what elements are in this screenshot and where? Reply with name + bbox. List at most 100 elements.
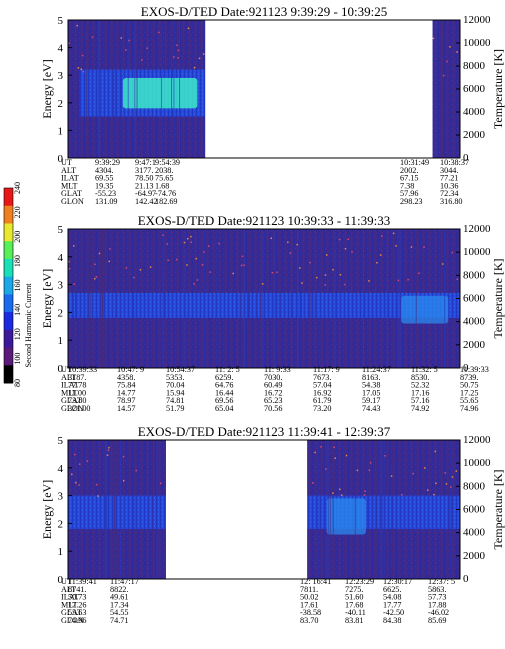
- speckle: [91, 36, 94, 38]
- colorbar-swatch: [4, 188, 13, 207]
- speckle: [412, 472, 415, 475]
- orbit-cell: 49.61: [110, 593, 128, 602]
- colorbar-swatch: [4, 294, 13, 313]
- speckle: [351, 251, 353, 253]
- y-right-tick-label: 2000: [463, 550, 486, 562]
- orbit-cell: 65.23: [264, 396, 282, 405]
- y-right-tick-label: 4000: [463, 316, 486, 328]
- speckle: [450, 486, 452, 488]
- speckle: [455, 470, 458, 472]
- y-right-tick-label: 4000: [463, 527, 486, 539]
- orbit-cell: 74.43: [362, 404, 380, 413]
- orbit-cell: 16.92: [313, 388, 331, 397]
- y-right-tick-label: 8000: [463, 480, 486, 492]
- orbit-cell: 51.79: [166, 404, 184, 413]
- colorbar-swatch: [4, 329, 13, 349]
- colorbar-tick-label: 200: [13, 231, 22, 243]
- orbit-cell: 55.65: [460, 396, 478, 405]
- speckle: [76, 24, 78, 27]
- speckle: [196, 279, 199, 281]
- speckle: [340, 494, 343, 496]
- orbit-cell: 11:17: 9: [313, 365, 340, 374]
- speckle: [125, 267, 128, 269]
- orbit-cell: 17.26: [68, 600, 86, 609]
- orbit-cell: 70.04: [166, 381, 184, 390]
- orbit-row-label: ILAT: [61, 174, 79, 183]
- orbit-cell: 73.20: [313, 404, 331, 413]
- orbit-cell: 7275.: [345, 585, 363, 594]
- y-tick-label: 2: [58, 518, 64, 530]
- orbit-cell: 65.04: [215, 404, 233, 413]
- speckle: [364, 490, 366, 493]
- colorbar-swatch: [4, 258, 13, 278]
- orbit-cell: 8822.: [110, 585, 128, 594]
- data-gap: [166, 439, 308, 580]
- speckle: [190, 241, 192, 243]
- panel-title: EXOS-D/TED Date:921123 11:39:41 - 12:39:…: [138, 424, 391, 439]
- orbit-cell: 21.13: [135, 181, 153, 190]
- orbit-cell: 17.34: [110, 600, 128, 609]
- orbit-cell: 74.96: [460, 404, 478, 413]
- orbit-cell: 2002.: [400, 166, 418, 175]
- speckle: [432, 37, 435, 40]
- colorbar-swatch: [4, 223, 13, 242]
- speckle: [198, 57, 201, 60]
- orbit-cell: 12: 16:41: [300, 577, 331, 586]
- speckle: [177, 57, 179, 59]
- speckle: [441, 263, 444, 265]
- speckle: [106, 454, 109, 456]
- orbit-table: UT 9:39:29 9:47:1 9:54:39 10:31:49 10:38:37 AL…: [61, 158, 469, 206]
- speckle: [202, 53, 205, 55]
- orbit-cell: 75.84: [117, 381, 135, 390]
- speckle: [75, 481, 77, 484]
- y-right-tick-label: 10000: [463, 457, 491, 469]
- speckle: [397, 279, 400, 282]
- orbit-cell: 61.79: [313, 396, 331, 405]
- speckle: [325, 468, 327, 470]
- speckle: [109, 248, 111, 250]
- speckle: [78, 484, 80, 486]
- orbit-row-label: MLT: [61, 388, 78, 397]
- orbit-cell: 7811.: [300, 585, 318, 594]
- panel-title: EXOS-D/TED Date:921123 9:39:29 - 10:39:2…: [141, 4, 388, 19]
- colorbar-label: Second Harmonic Current: [24, 283, 33, 368]
- y-right-axis-label: Temperature [K]: [491, 469, 505, 549]
- orbit-cell: 78.50: [135, 174, 153, 183]
- orbit-cell: 4304.: [95, 166, 113, 175]
- orbit-cell: 70.56: [264, 404, 282, 413]
- y-right-tick-label: 0: [463, 573, 469, 585]
- colorbar-tick-label: 100: [13, 353, 22, 365]
- speckle: [296, 243, 298, 246]
- speckle: [108, 260, 110, 263]
- speckle: [392, 232, 395, 235]
- orbit-cell: 74.96: [68, 616, 86, 625]
- y-right-tick-label: 6000: [463, 83, 486, 95]
- speckle: [424, 467, 426, 469]
- orbit-row-label: ALT: [61, 585, 76, 594]
- speckle: [68, 260, 70, 263]
- speckle: [94, 277, 96, 280]
- orbit-cell: 6259.: [215, 373, 233, 382]
- speckle: [190, 235, 192, 238]
- speckle: [73, 453, 76, 456]
- y-right-tick-label: 2000: [463, 339, 486, 351]
- orbit-cell: 11: 2: 5: [215, 365, 240, 374]
- speckle: [347, 238, 350, 241]
- orbit-cell: 10:47: 9: [117, 365, 144, 374]
- orbit-row-label: ALT: [61, 166, 76, 175]
- speckle: [384, 455, 386, 457]
- speckle: [332, 492, 334, 494]
- speckle: [423, 246, 425, 249]
- orbit-cell: -38.58: [300, 608, 321, 617]
- orbit-cell: 50.02: [300, 593, 318, 602]
- speckle: [149, 266, 152, 268]
- speckle: [338, 238, 341, 241]
- orbit-row-label: MLT: [61, 600, 78, 609]
- y-right-tick-label: 8000: [463, 269, 486, 281]
- orbit-cell: 10:39:33: [68, 365, 97, 374]
- orbit-row-label: ILAT: [61, 381, 79, 390]
- orbit-cell: 10:54:37: [166, 365, 195, 374]
- speckle: [369, 462, 372, 464]
- colorbar: 80 100 120 140 160 180 200 220 240 Second Harmoni…: [3, 182, 33, 387]
- speckle: [344, 283, 346, 286]
